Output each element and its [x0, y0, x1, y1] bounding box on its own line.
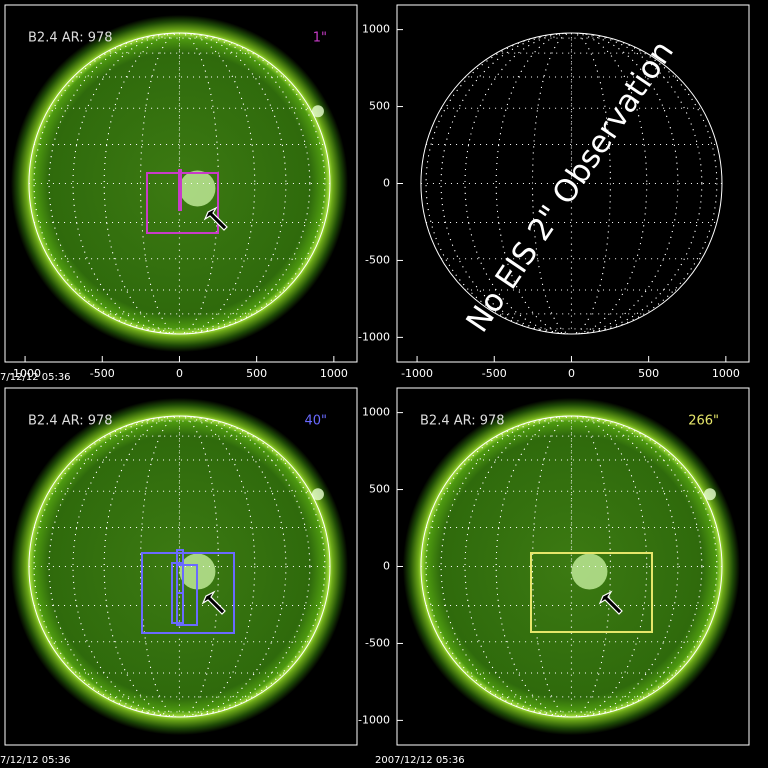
x-tick-label: 1000	[712, 367, 740, 380]
panel: -1000 -500 0 500 1000 B2.4 AR: 978 1" 7/12/12 0…	[0, 4, 358, 383]
coordinate-grid	[28, 415, 330, 718]
y-tick-label: 0	[383, 177, 390, 190]
y-tick-label: 500	[369, 100, 390, 113]
bright-point	[311, 105, 324, 118]
fov-label: 40"	[304, 414, 327, 429]
y-tick-label: 0	[383, 560, 390, 573]
x-tick-label: 1000	[320, 367, 348, 380]
x-tick-label: 500	[246, 367, 267, 380]
x-tick-label: -1000	[401, 367, 433, 380]
image-area	[402, 397, 741, 736]
fov-box	[178, 169, 182, 211]
x-tick-label: -1000	[9, 367, 41, 380]
fov-label: 266"	[688, 414, 719, 429]
panel: B2.4 AR: 978 40" 7/12/12 05:36	[0, 387, 358, 766]
date-label: 7/12/12 05:36	[0, 755, 71, 766]
arrow	[598, 590, 623, 615]
x-tick-label: 500	[638, 367, 659, 380]
y-tick-label: -1000	[358, 330, 390, 343]
panel: 1000 500 0 -500 -1000 B2.4 AR: 978 266" 2007/12…	[358, 387, 750, 766]
y-tick-label: -1000	[358, 713, 390, 726]
coordinate-grid	[420, 32, 722, 335]
longitude-line	[103, 32, 256, 335]
longitude-line	[495, 32, 648, 335]
fov-box	[530, 552, 653, 633]
longitude-line	[33, 32, 326, 335]
bright-point	[311, 488, 324, 501]
longitude-line	[48, 32, 311, 335]
longitude-line	[103, 415, 256, 718]
frame	[4, 4, 358, 363]
y-tick-label: 500	[369, 483, 390, 496]
longitude-line	[425, 32, 718, 335]
active-region	[179, 170, 216, 207]
panel-label: B2.4 AR: 978	[28, 31, 113, 46]
panel-label: B2.4 AR: 978	[28, 414, 113, 429]
fov-box	[146, 172, 219, 234]
image-area	[420, 32, 723, 335]
x-tick-label: -500	[482, 367, 507, 380]
annotation: No EIS 2" Observation	[459, 34, 681, 338]
longitude-line	[425, 415, 718, 718]
date-label: 2007/12/12 05:36	[375, 755, 465, 766]
y-tick-label: -500	[365, 636, 390, 649]
y-tick-label: 1000	[362, 23, 390, 36]
longitude-line	[48, 415, 311, 718]
frame	[4, 387, 358, 746]
longitude-line	[440, 415, 703, 718]
y-tick-label: -500	[365, 253, 390, 266]
image-area	[10, 397, 349, 736]
panel-label: B2.4 AR: 978	[420, 414, 505, 429]
x-tick-label: 0	[176, 367, 183, 380]
panel: -1000 -500 0 500 1000 1000 500 0 -500 -1000 No EIS…	[358, 4, 750, 380]
longitude-line	[72, 32, 287, 335]
active-region	[571, 553, 608, 590]
longitude-line	[72, 415, 287, 718]
fov-box	[141, 552, 235, 634]
longitude-line	[495, 415, 648, 718]
image-area	[10, 14, 349, 353]
x-tick-label: -500	[90, 367, 115, 380]
arrow	[201, 590, 226, 615]
date-label: 7/12/12 05:36	[0, 372, 71, 383]
longitude-line	[440, 32, 703, 335]
longitude-line	[464, 32, 679, 335]
fov-label: 1"	[313, 31, 327, 46]
fov-box	[176, 549, 184, 594]
longitude-line	[464, 415, 679, 718]
y-tick-label: 1000	[362, 406, 390, 419]
coordinate-grid	[420, 415, 722, 718]
longitude-line	[139, 415, 219, 718]
arrow	[203, 206, 228, 231]
bright-point	[703, 488, 716, 501]
fov-box	[176, 564, 198, 626]
longitude-line	[33, 415, 326, 718]
x-tick-label: 0	[568, 367, 575, 380]
